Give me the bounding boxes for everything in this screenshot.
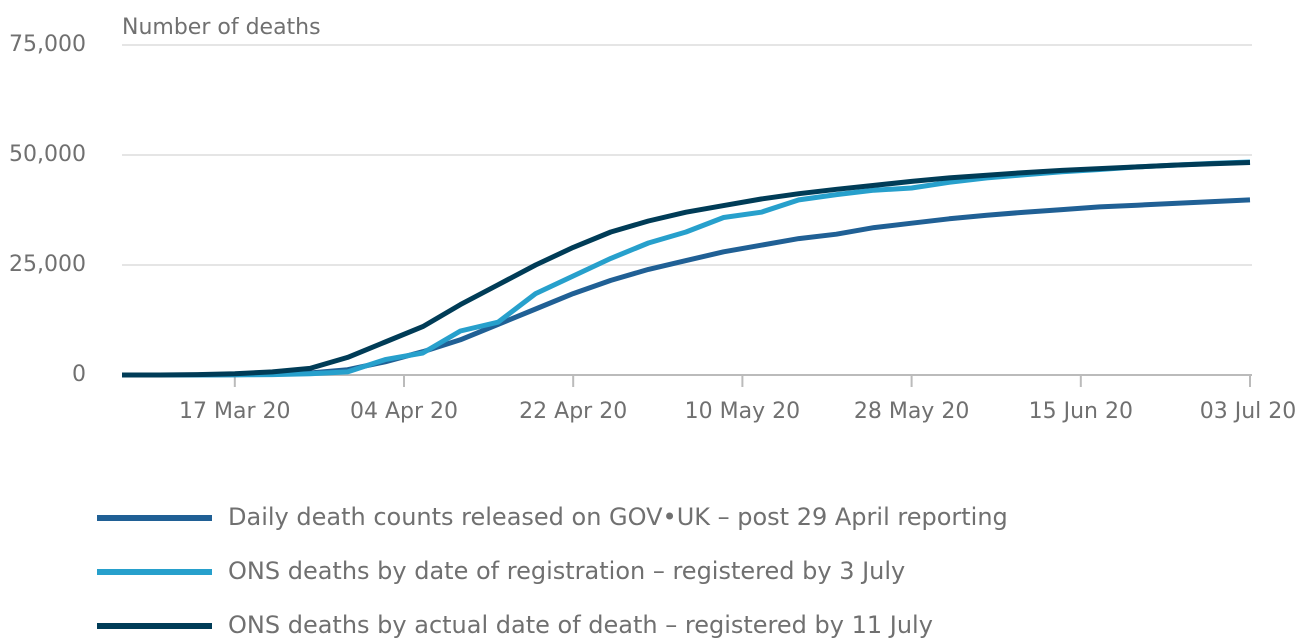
x-tick-label: 10 May 20 — [685, 399, 800, 424]
y-axis-label: Number of deaths — [122, 15, 321, 40]
y-tick-label: 0 — [72, 362, 86, 387]
series-line — [122, 160, 1251, 378]
x-tick-label: 04 Apr 20 — [350, 399, 458, 424]
series-line — [122, 197, 1251, 378]
series-line — [122, 159, 1251, 378]
legend-label: ONS deaths by actual date of death – reg… — [228, 611, 933, 639]
legend-label: ONS deaths by date of registration – reg… — [228, 557, 905, 585]
x-tick-label: 03 Jul 20 — [1200, 399, 1297, 424]
x-tick-label: 17 Mar 20 — [179, 399, 290, 424]
legend: Daily death counts released on GOV•UK – … — [97, 503, 1008, 639]
y-tick-label: 50,000 — [9, 142, 86, 167]
x-tick-label: 28 May 20 — [854, 399, 969, 424]
x-tick-label: 15 Jun 20 — [1029, 399, 1133, 424]
x-tick-label: 22 Apr 20 — [519, 399, 627, 424]
y-tick-label: 25,000 — [9, 252, 86, 277]
y-tick-label: 75,000 — [9, 32, 86, 57]
legend-label: Daily death counts released on GOV•UK – … — [228, 503, 1008, 531]
